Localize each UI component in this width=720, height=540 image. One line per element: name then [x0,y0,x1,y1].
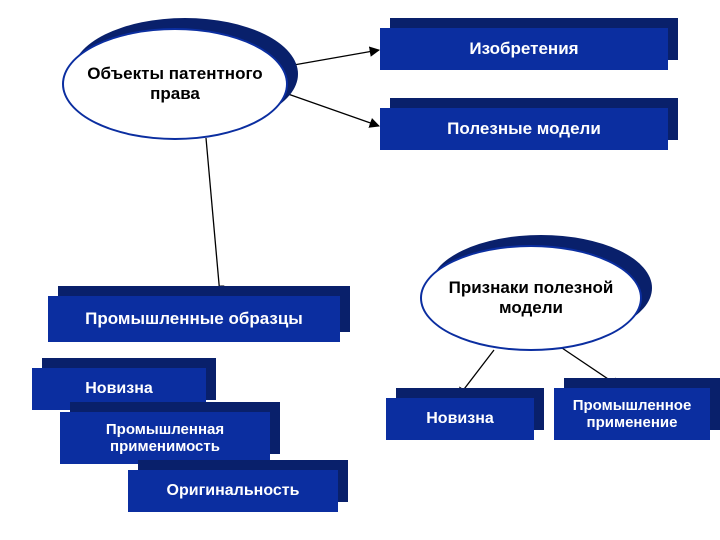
box-industrial-designs: Промышленные образцы [48,296,340,342]
box-industrial-applicability: Промышленная применимость [60,412,270,464]
box-industrial-designs-label: Промышленные образцы [85,309,303,329]
box-originality-label: Оригинальность [167,482,300,500]
ellipse-patent-objects: Объекты патентного права [62,28,288,140]
box-novelty-1-label: Новизна [85,380,153,398]
ellipse-utility-model-features-label: Признаки полезной модели [436,278,626,319]
box-inventions: Изобретения [380,28,668,70]
box-originality: Оригинальность [128,470,338,512]
ellipse-utility-model-features: Признаки полезной модели [420,245,642,351]
ellipse-patent-objects-label: Объекты патентного права [78,64,272,105]
box-industrial-use-label: Промышленное применение [562,397,702,432]
box-utility-models: Полезные модели [380,108,668,150]
box-utility-models-label: Полезные модели [447,119,601,139]
box-novelty-2: Новизна [386,398,534,440]
box-industrial-applicability-label: Промышленная применимость [68,421,262,456]
diagram-canvas: Объекты патентного права Признаки полезн… [0,0,720,540]
box-inventions-label: Изобретения [469,39,578,59]
box-industrial-use: Промышленное применение [554,388,710,440]
box-novelty-2-label: Новизна [426,410,494,428]
